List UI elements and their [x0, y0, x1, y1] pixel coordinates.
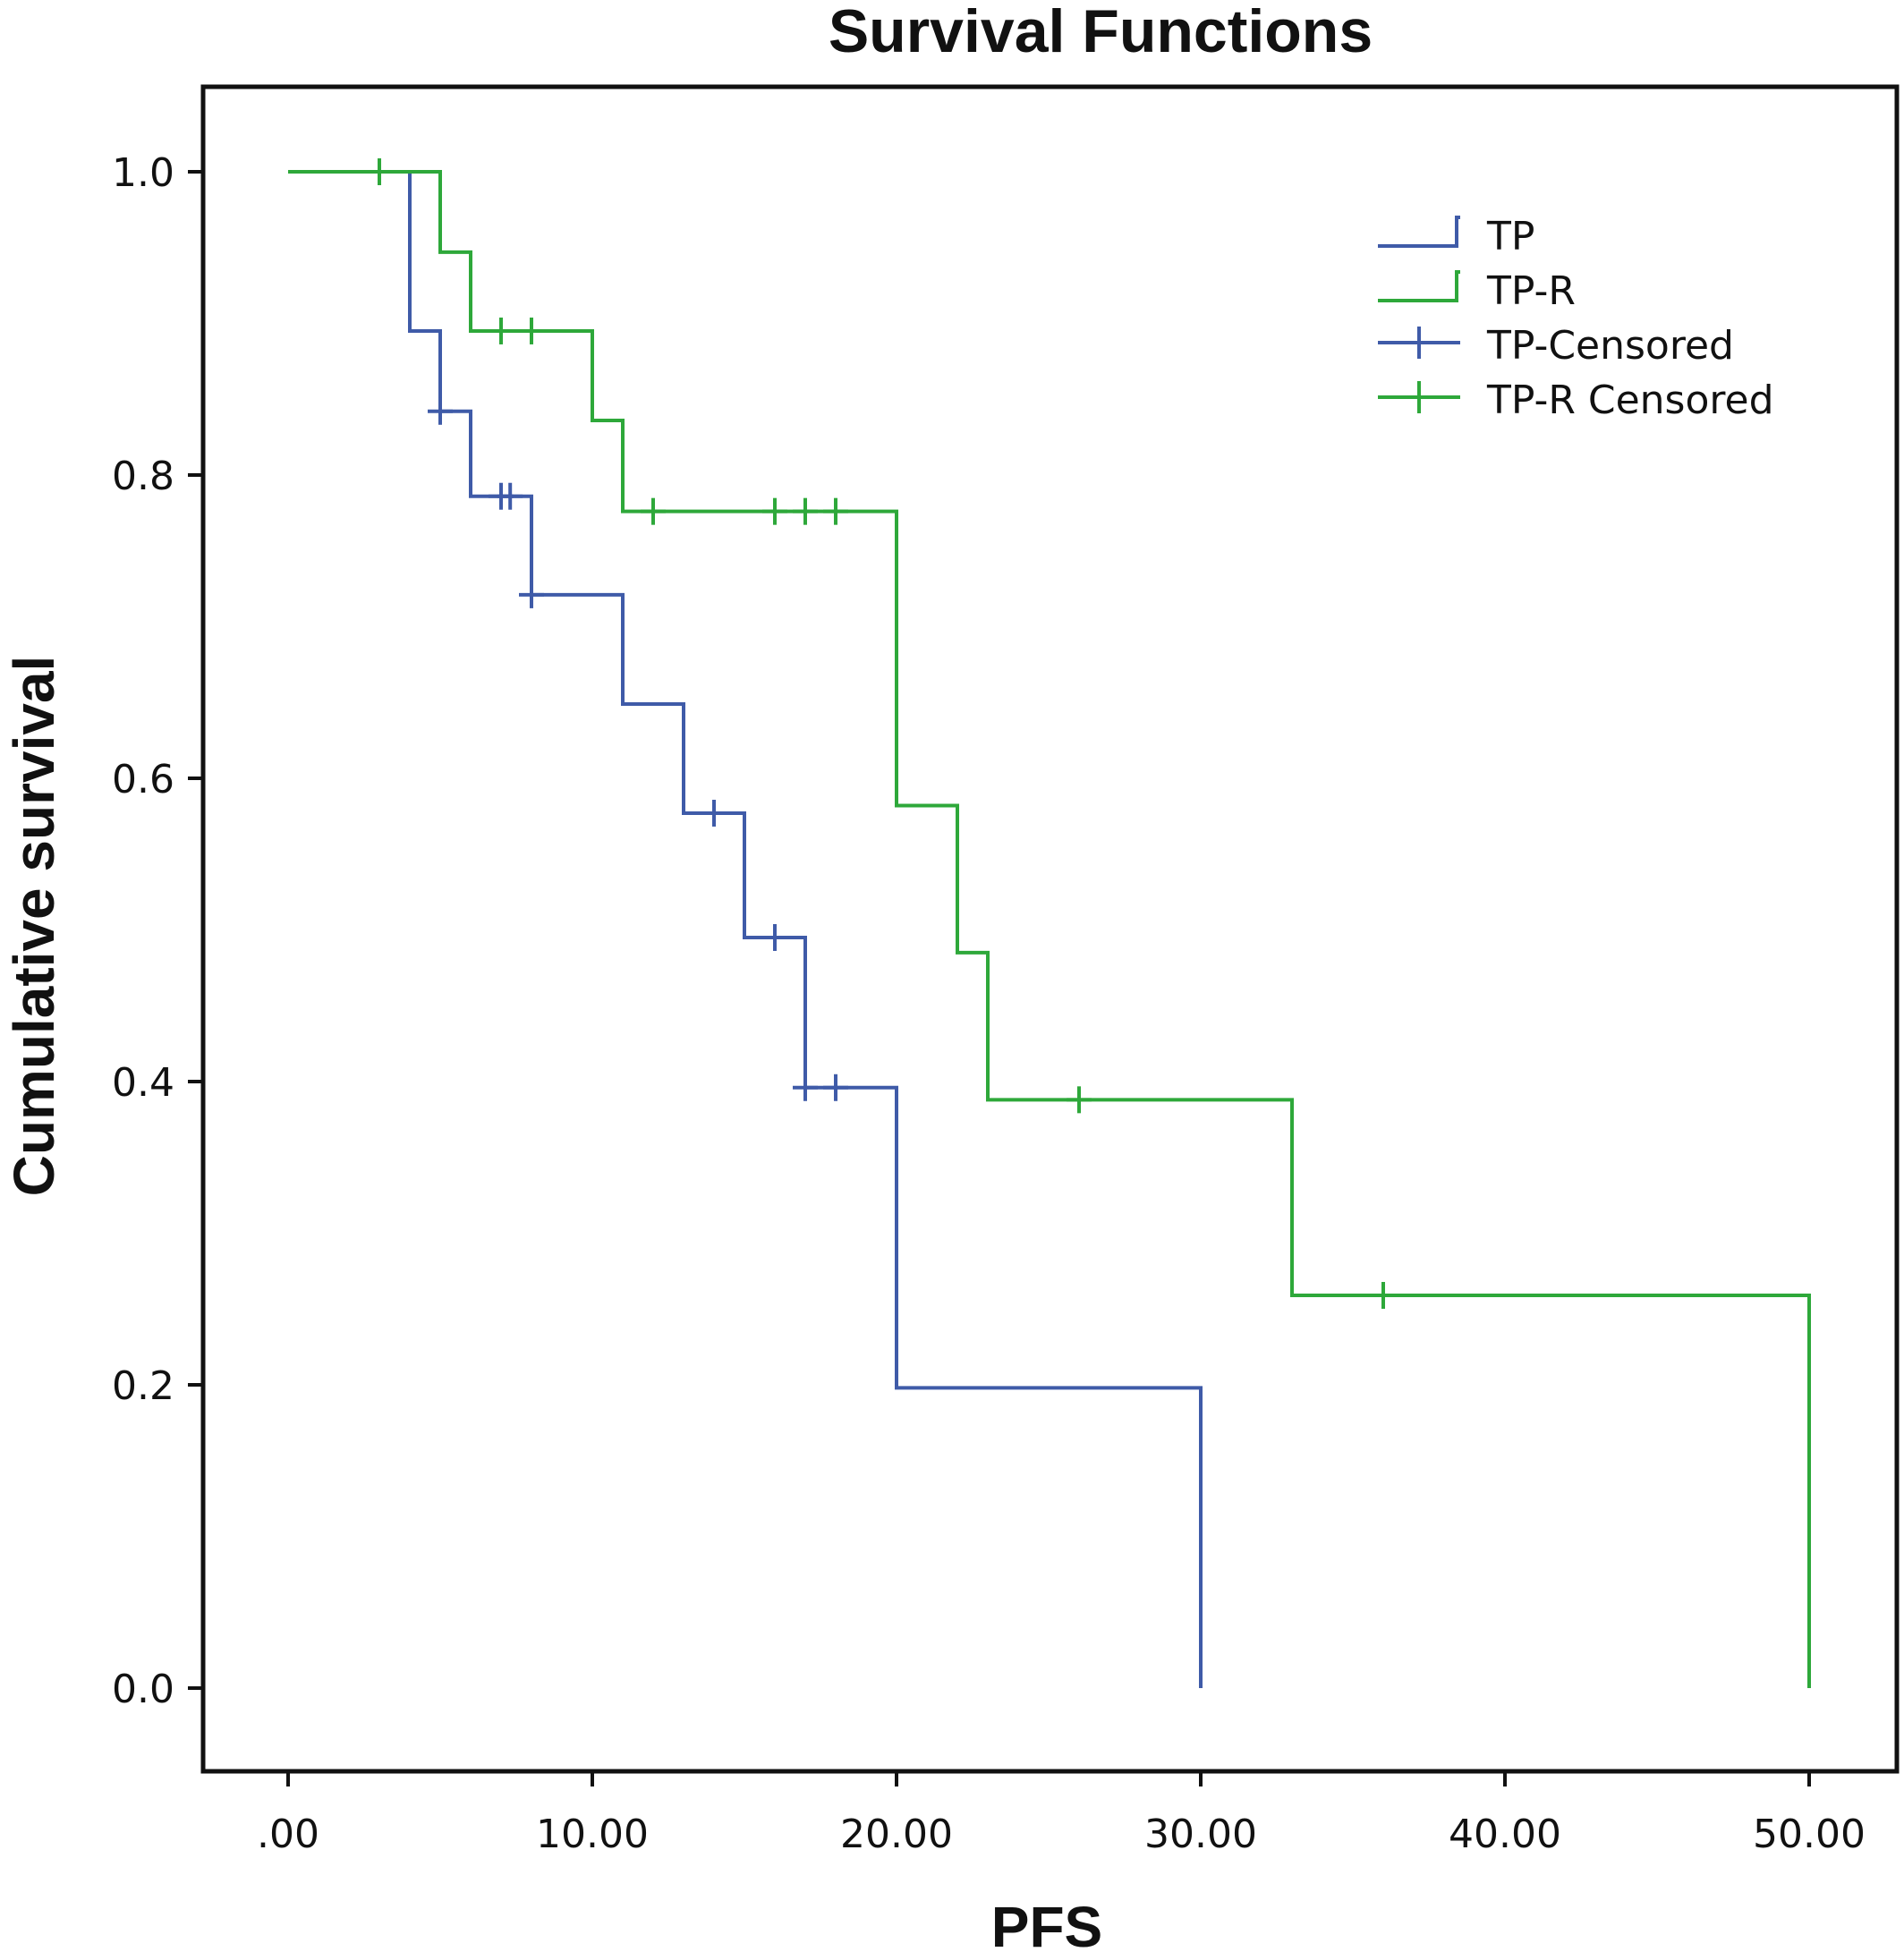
x-tick-label: 50.00	[1753, 1812, 1866, 1857]
x-tick-label: 30.00	[1144, 1812, 1257, 1857]
y-tick-label: 0.4	[112, 1060, 174, 1106]
series-layer	[288, 158, 1811, 1688]
legend-label-tp-r: TP-R	[1486, 268, 1576, 314]
legend: TP TP-R TP-Censored TP-R Censored	[1378, 214, 1774, 423]
legend-label-tp-r-censored: TP-R Censored	[1486, 378, 1774, 423]
x-tick-label: 10.00	[536, 1812, 649, 1857]
y-tick-label: 0.8	[112, 454, 174, 499]
x-tick-label: .00	[257, 1812, 319, 1857]
plot-frame	[200, 84, 1900, 1774]
y-axis: 0.0 0.2 0.4 0.6 0.8 1.0	[112, 150, 203, 1712]
x-axis-title: PFS	[991, 1895, 1102, 1952]
y-tick-label: 1.0	[112, 150, 174, 196]
y-tick-label: 0.6	[112, 757, 174, 802]
y-axis-title: Cumulative survival	[2, 656, 66, 1197]
x-tick-label: 40.00	[1449, 1812, 1561, 1857]
y-tick-label: 0.2	[112, 1363, 174, 1409]
x-tick-label: 20.00	[840, 1812, 953, 1857]
legend-label-tp: TP	[1486, 214, 1534, 259]
tp-r-survival-line	[288, 170, 1811, 1688]
legend-label-tp-censored: TP-Censored	[1486, 323, 1734, 369]
chart-title: Survival Functions	[829, 0, 1373, 65]
legend-swatch-tp-r	[1378, 270, 1460, 302]
legend-swatch-tp	[1378, 216, 1460, 248]
y-tick-label: 0.0	[112, 1667, 174, 1712]
x-axis: .00 10.00 20.00 30.00 40.00 50.00	[257, 1771, 1866, 1857]
tp-survival-line	[288, 170, 1203, 1688]
